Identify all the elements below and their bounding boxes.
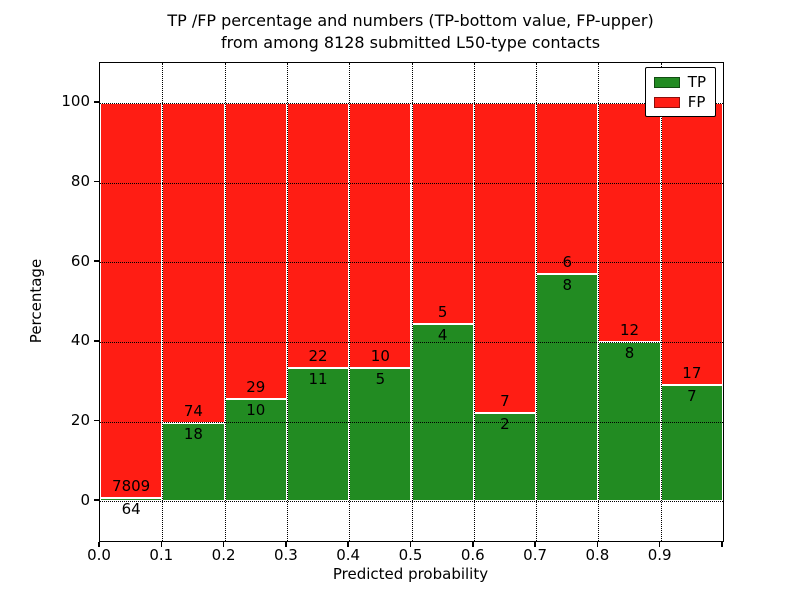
x-tick-label: 0.6 [460, 546, 485, 564]
bar-segment-tp [224, 399, 287, 502]
tp-count-label: 8 [562, 275, 573, 294]
bar-segment-tp [473, 412, 537, 502]
bar-segment-tp [660, 384, 723, 502]
y-tick-mark [94, 419, 99, 422]
gridline-vertical [286, 63, 288, 541]
tp-count-label: 2 [500, 414, 510, 433]
y-tick-mark [94, 499, 99, 501]
fp-count-label: 10 [370, 347, 390, 366]
chart-title: TP /FP percentage and numbers (TP-bottom… [99, 10, 722, 54]
x-tick-mark [534, 541, 536, 547]
gridline-vertical [349, 63, 351, 541]
gridline-vertical [162, 63, 164, 541]
x-tick-label: 0.5 [398, 546, 423, 564]
fp-count-label: 6 [562, 252, 573, 271]
plot-area: 7809 64 74 18 29 10 22 11 10 5 5 4 7 2 6 8 12 8 17 7 TP FP [99, 62, 724, 542]
fp-count-label: 22 [308, 347, 328, 366]
fp-count-label: 74 [183, 402, 203, 421]
y-tick-mark [94, 101, 99, 103]
y-tick-label: 20 [70, 411, 90, 429]
y-tick-label: 60 [70, 251, 90, 270]
chart-title-line1: TP /FP percentage and numbers (TP-bottom… [167, 11, 654, 30]
legend: TP FP [644, 67, 716, 117]
fp-count-label: 12 [619, 320, 640, 339]
y-axis-label: Percentage [27, 258, 45, 344]
legend-item-tp: TP [653, 73, 706, 91]
bar-segment-fp [349, 102, 412, 369]
tp-count-label: 64 [121, 499, 141, 518]
x-tick-mark [222, 541, 225, 547]
bar-segment-fp [598, 102, 661, 342]
x-tick-mark [472, 541, 474, 547]
gridline-vertical [660, 63, 662, 541]
x-tick-label: 0.3 [273, 546, 298, 564]
x-tick-mark [721, 541, 723, 547]
x-tick-mark [285, 541, 287, 547]
y-tick-label: 40 [70, 331, 90, 350]
bar-segment-fp [286, 102, 350, 369]
y-tick-mark [94, 260, 99, 262]
y-tick-label: 0 [80, 490, 90, 509]
bar-segment-fp [224, 102, 287, 400]
fp-count-label: 29 [246, 378, 266, 397]
tp-count-label: 10 [246, 401, 266, 420]
legend-swatch-fp [653, 96, 680, 108]
bar-segment-tp [598, 341, 661, 502]
x-tick-mark [409, 541, 412, 547]
tp-count-label: 18 [183, 425, 203, 444]
y-tick-mark [94, 340, 99, 342]
gridline-vertical [224, 63, 226, 541]
tp-count-label: 4 [437, 326, 448, 345]
x-tick-label: 0.1 [149, 546, 174, 564]
x-tick-label: 0.4 [336, 546, 361, 564]
x-tick-mark [160, 541, 163, 547]
tp-count-label: 7 [687, 386, 697, 405]
x-tick-mark [596, 541, 599, 547]
bar-segment-fp [536, 102, 599, 274]
x-tick-mark [98, 541, 100, 547]
chart-title-line2: from among 8128 submitted L50-type conta… [220, 33, 601, 52]
tp-count-label: 8 [624, 343, 635, 362]
x-tick-label: 0.0 [87, 546, 111, 564]
x-tick-label: 0.8 [585, 546, 610, 564]
bar-segment-fp [473, 102, 537, 413]
bar-segment-tp [411, 324, 474, 502]
bar-segment-tp [536, 273, 599, 502]
bar-segment-tp [100, 497, 163, 502]
fp-count-label: 7809 [112, 476, 151, 495]
legend-item-fp: FP [653, 93, 706, 111]
y-tick-mark [94, 180, 99, 183]
legend-label-fp: FP [687, 93, 706, 111]
gridline-vertical [598, 63, 600, 541]
gridline-vertical [536, 63, 538, 541]
bar-segment-tp [286, 368, 350, 502]
fp-count-label: 5 [437, 303, 448, 322]
fp-count-label: 17 [682, 363, 702, 382]
gridline-vertical [411, 63, 413, 541]
legend-swatch-tp [653, 76, 680, 88]
x-tick-label: 0.9 [647, 546, 672, 564]
tp-count-label: 5 [375, 370, 386, 389]
legend-label-tp: TP [687, 73, 706, 91]
fp-count-label: 7 [500, 391, 510, 410]
x-tick-label: 0.7 [523, 546, 548, 564]
x-tick-mark [658, 541, 661, 547]
x-tick-label: 0.2 [211, 546, 236, 564]
y-tick-label: 80 [70, 172, 90, 190]
x-axis-label: Predicted probability [332, 565, 489, 583]
y-tick-label: 100 [61, 92, 90, 111]
bar-segment-fp [100, 102, 163, 498]
tp-count-label: 11 [308, 370, 328, 389]
bar-segment-fp [411, 102, 474, 325]
x-tick-mark [347, 541, 349, 547]
gridline-vertical [473, 63, 475, 541]
bar-segment-fp [660, 102, 723, 385]
